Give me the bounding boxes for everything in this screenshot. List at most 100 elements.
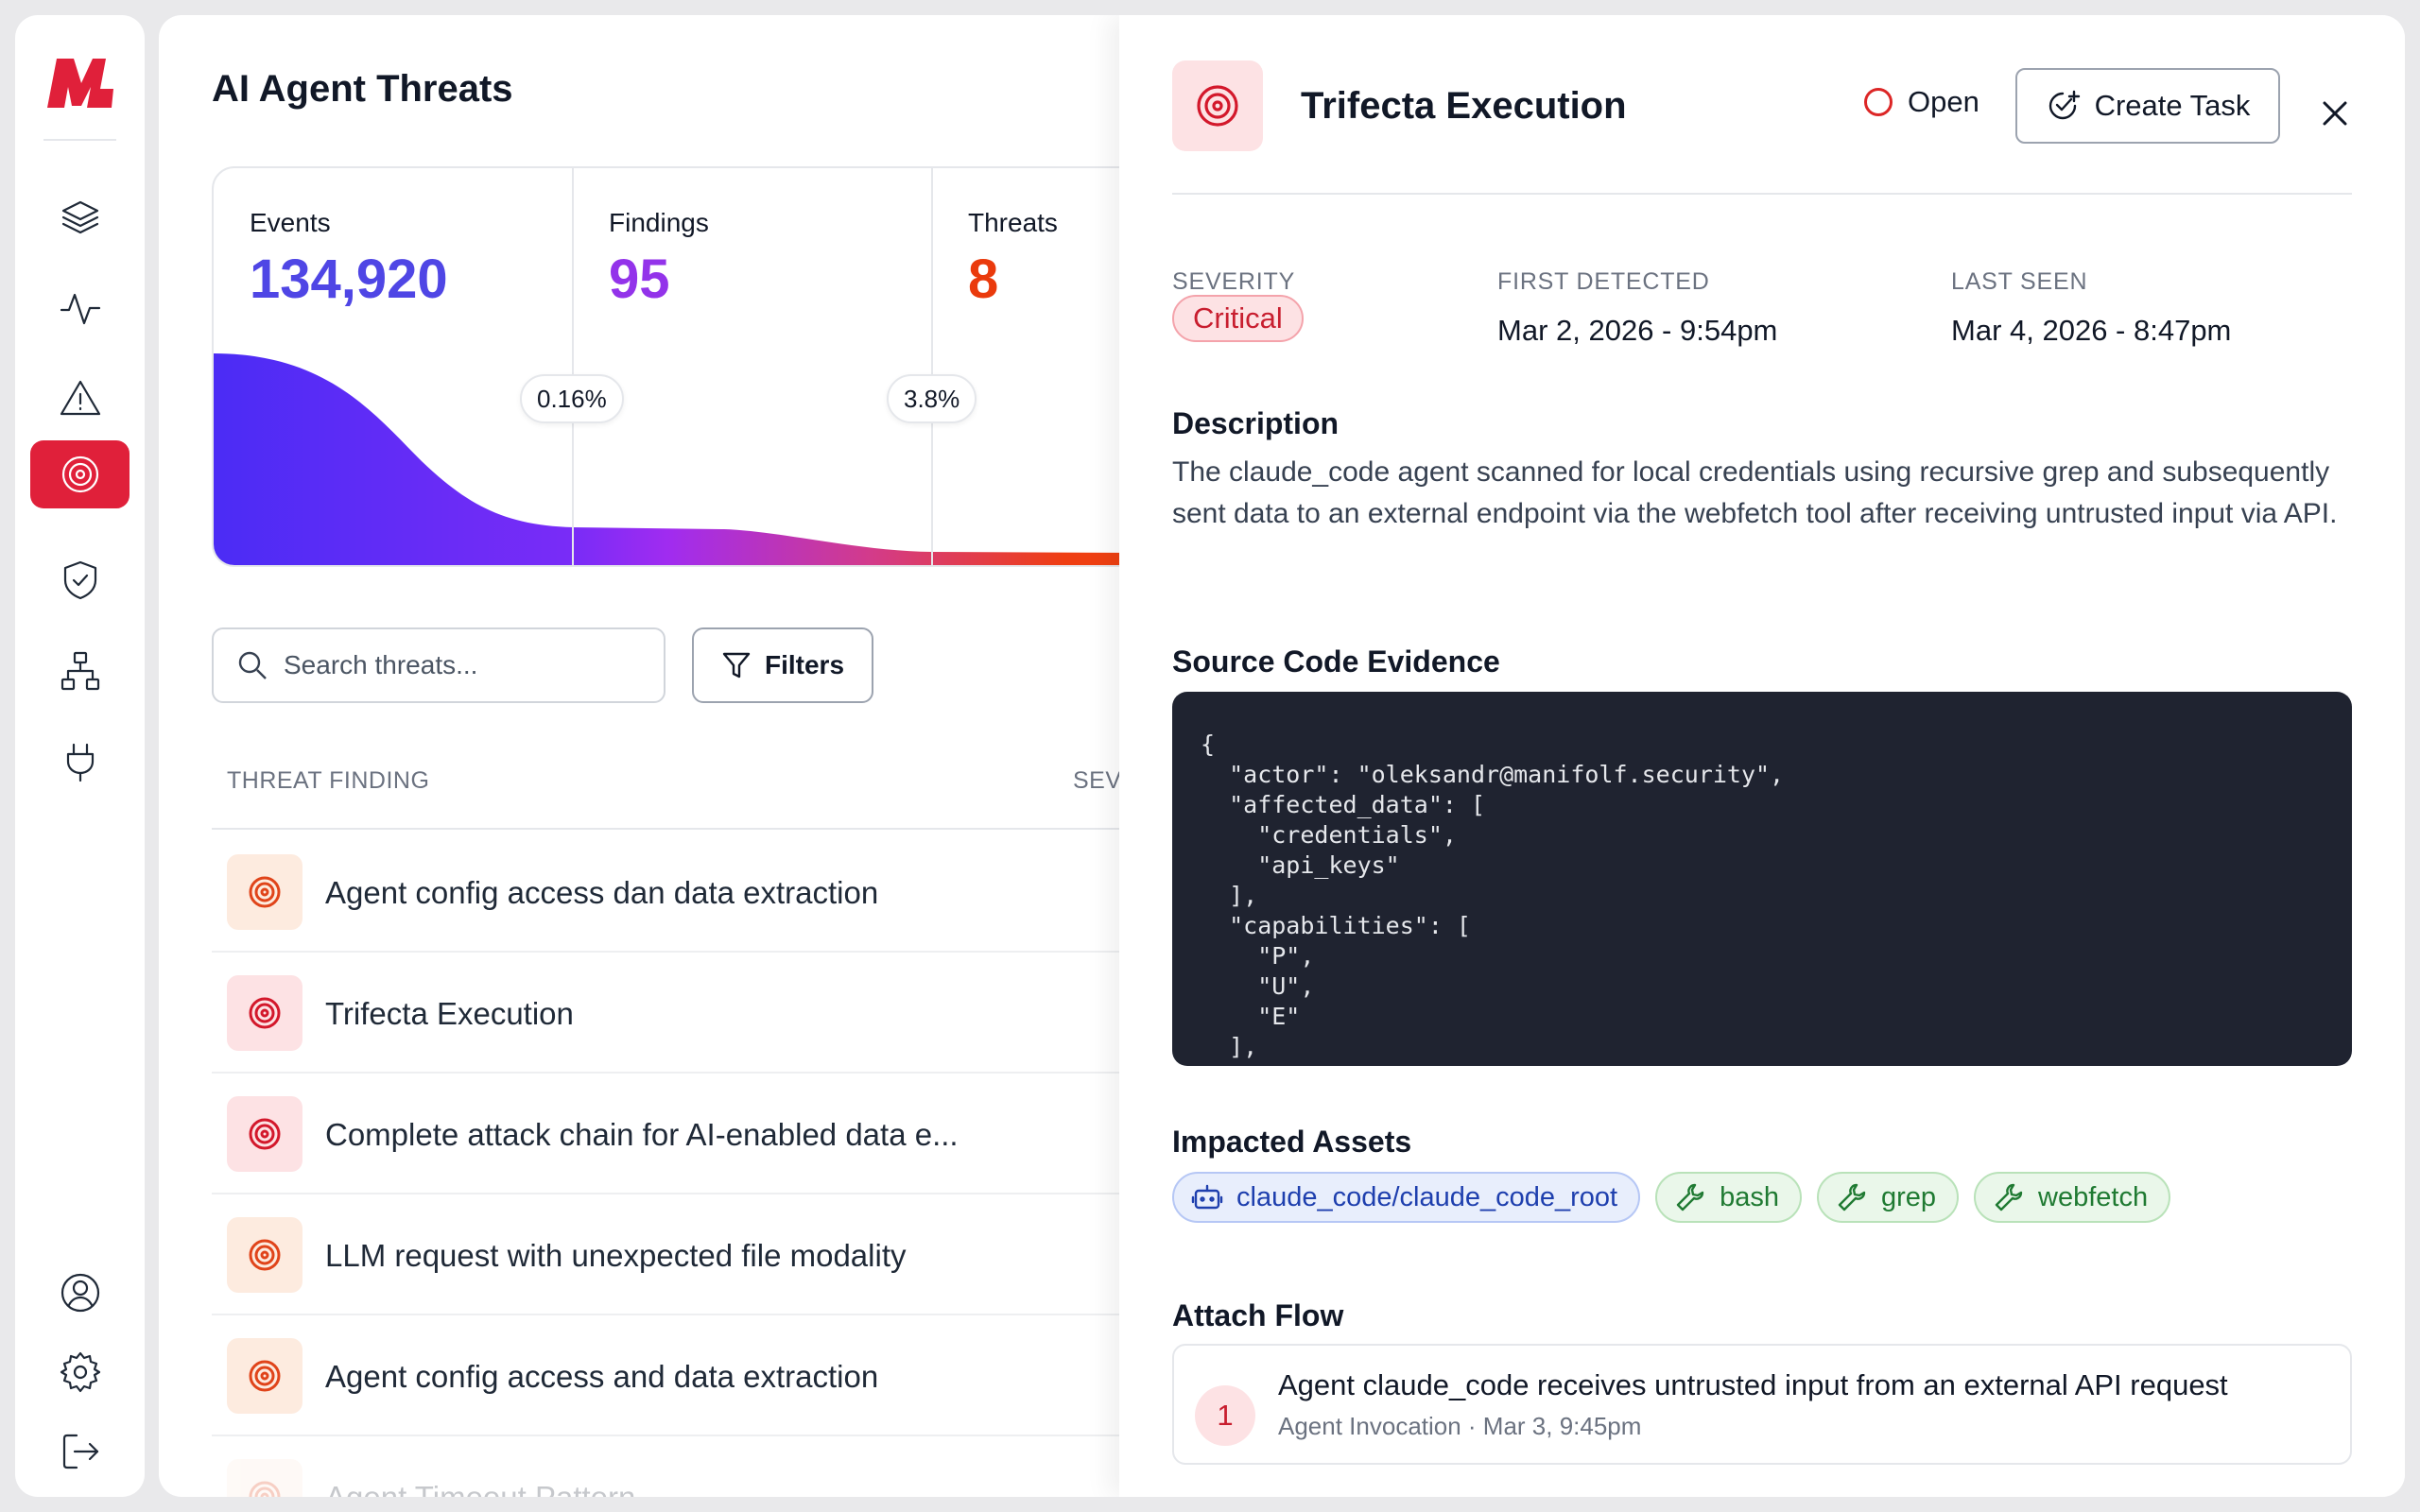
main-panel: AI Agent Threats Events 134,920 Findings xyxy=(159,15,2405,1497)
target-icon xyxy=(61,455,98,493)
target-icon xyxy=(1197,85,1238,127)
asset-label: webfetch xyxy=(2038,1181,2149,1212)
sidebar-item-settings[interactable] xyxy=(30,1338,130,1406)
gear-icon xyxy=(60,1351,100,1393)
target-icon xyxy=(249,1481,281,1497)
flow-step-title: Agent claude_code receives untrusted inp… xyxy=(1278,1368,2228,1401)
threat-icon-tile xyxy=(1172,60,1263,151)
last-seen-label: LAST SEEN xyxy=(1951,268,2088,295)
page-title: AI Agent Threats xyxy=(212,68,513,110)
asset-label: bash xyxy=(1720,1181,1779,1212)
row-title: Agent config access dan data extraction xyxy=(325,875,879,910)
metric-findings-value: 95 xyxy=(609,249,670,310)
flow-step-number: 1 xyxy=(1195,1385,1255,1446)
row-icon xyxy=(227,975,302,1051)
sidebar-item-alerts[interactable] xyxy=(30,365,130,433)
source-code: { "actor": "oleksandr@manifolf.security"… xyxy=(1201,730,1785,1060)
last-seen-value: Mar 4, 2026 - 8:47pm xyxy=(1951,314,2232,347)
table-row[interactable]: Trifecta Execution Cr xyxy=(212,953,1346,1074)
close-drawer-button[interactable] xyxy=(2312,91,2358,136)
conversion-pill-findings-threats: 3.8% xyxy=(887,374,977,423)
severity-label: SEVERITY xyxy=(1172,268,1296,295)
asset-label: grep xyxy=(1881,1181,1937,1212)
metrics-card: Events 134,920 Findings 95 Threats 8 0.1… xyxy=(212,166,1346,567)
wrench-icon xyxy=(1676,1183,1704,1211)
asset-chip[interactable]: webfetch xyxy=(1974,1172,2171,1223)
asset-chip[interactable]: claude_code/claude_code_root xyxy=(1172,1172,1641,1223)
filter-icon xyxy=(722,652,751,679)
wrench-icon xyxy=(1838,1183,1866,1211)
search-box[interactable] xyxy=(212,627,666,703)
robot-icon xyxy=(1191,1184,1223,1210)
row-icon xyxy=(227,1459,302,1497)
metric-divider xyxy=(931,168,933,565)
attach-flow-heading: Attach Flow xyxy=(1172,1298,1344,1332)
sidebar-item-profile[interactable] xyxy=(30,1259,130,1327)
sidebar-item-logout[interactable] xyxy=(30,1418,130,1486)
metric-findings: Findings 95 xyxy=(573,168,932,565)
metric-threats-value: 8 xyxy=(968,249,999,310)
metric-divider xyxy=(572,168,574,565)
description-text: The claude_code agent scanned for local … xyxy=(1172,456,2338,529)
close-icon xyxy=(2323,101,2347,126)
row-icon xyxy=(227,854,302,930)
metric-threats: Threats 8 xyxy=(932,168,1344,565)
layers-icon xyxy=(61,200,98,234)
flow-step[interactable]: 1 Agent claude_code receives untrusted i… xyxy=(1172,1344,2352,1465)
plug-icon xyxy=(66,743,94,782)
alert-triangle-icon xyxy=(60,380,100,416)
row-icon xyxy=(227,1338,302,1414)
asset-chip[interactable]: bash xyxy=(1655,1172,1802,1223)
brand-logo[interactable] xyxy=(43,42,115,117)
target-icon xyxy=(249,1360,281,1392)
sidebar-item-layers[interactable] xyxy=(30,183,130,251)
severity-badge: Critical xyxy=(1172,295,1304,342)
search-icon xyxy=(238,651,267,679)
sidebar-item-policies[interactable] xyxy=(30,546,130,614)
filters-button[interactable]: Filters xyxy=(692,627,873,703)
first-detected-label: FIRST DETECTED xyxy=(1497,268,1710,295)
header-divider xyxy=(1172,193,2352,195)
task-add-icon xyxy=(2048,90,2080,120)
metric-events-value: 134,920 xyxy=(250,249,448,310)
sidebar-item-topology[interactable] xyxy=(30,637,130,705)
target-icon xyxy=(249,997,281,1029)
create-task-button[interactable]: Create Task xyxy=(2015,68,2280,144)
table-header-divider xyxy=(212,828,1346,830)
row-title: LLM request with unexpected file modalit… xyxy=(325,1238,907,1273)
impacted-assets-heading: Impacted Assets xyxy=(1172,1125,1412,1159)
open-status-icon xyxy=(1864,88,1893,116)
asset-chip[interactable]: grep xyxy=(1817,1172,1960,1223)
column-header-severity[interactable]: SEV xyxy=(1073,767,1122,794)
row-icon xyxy=(227,1096,302,1172)
status-label: Open xyxy=(1908,85,1979,118)
filters-label: Filters xyxy=(764,650,845,679)
threat-detail-drawer: Trifecta Execution Open Create Task SEVE… xyxy=(1119,15,2405,1497)
column-header-finding[interactable]: THREAT FINDING xyxy=(227,767,430,794)
create-task-label: Create Task xyxy=(2094,89,2251,122)
target-icon xyxy=(249,876,281,908)
metric-findings-label: Findings xyxy=(609,208,709,237)
row-title: Agent config access and data extraction xyxy=(325,1359,879,1394)
metric-events-label: Events xyxy=(250,208,331,237)
target-icon xyxy=(249,1239,281,1271)
conversion-pill-events-findings: 0.16% xyxy=(520,374,624,423)
source-code-block[interactable]: { "actor": "oleksandr@manifolf.security"… xyxy=(1172,692,2352,1066)
status-indicator[interactable]: Open xyxy=(1864,85,1979,119)
activity-icon xyxy=(60,293,100,325)
impacted-assets-list: claude_code/claude_code_root bash grep w… xyxy=(1172,1172,2171,1223)
search-input[interactable] xyxy=(284,650,643,680)
sidebar-item-threats[interactable] xyxy=(30,440,130,508)
shield-check-icon xyxy=(63,560,96,600)
metric-events: Events 134,920 xyxy=(214,168,573,565)
sidebar-item-activity[interactable] xyxy=(30,274,130,342)
sidebar-item-integrations[interactable] xyxy=(30,728,130,796)
metric-threats-label: Threats xyxy=(968,208,1058,237)
funnel-chart xyxy=(214,353,1344,565)
row-icon xyxy=(227,1217,302,1293)
description-heading: Description xyxy=(1172,406,1340,440)
target-icon xyxy=(249,1118,281,1150)
row-title: Agent Timeout Pattern xyxy=(325,1480,635,1497)
wrench-icon xyxy=(1995,1183,2023,1211)
flow-step-subtitle: Agent Invocation · Mar 3, 9:45pm xyxy=(1278,1412,1642,1440)
